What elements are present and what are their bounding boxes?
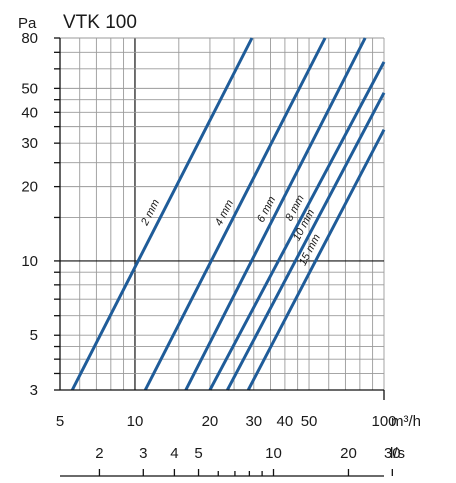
y-axis-unit: Pa xyxy=(18,15,37,32)
x2-tick-label: 5 xyxy=(194,445,202,462)
x2-axis-unit: l/s xyxy=(390,445,405,462)
x2-tick-label: 30 xyxy=(384,445,401,462)
curve-label-4mm: 4 mm xyxy=(213,198,236,228)
x-tick-label: 50 xyxy=(301,413,318,430)
x2-tick-label: 20 xyxy=(340,445,357,462)
x2-tick-label: 3 xyxy=(139,445,147,462)
curve-8mm xyxy=(208,61,386,391)
curve-15mm xyxy=(246,129,386,391)
x-tick-label: 5 xyxy=(56,413,64,430)
y-tick-label: 30 xyxy=(21,135,38,152)
y-tick-label: 50 xyxy=(21,80,38,97)
x-tick-label: 20 xyxy=(202,413,219,430)
curve-2mm xyxy=(70,37,254,391)
x2-tick-label: 10 xyxy=(265,445,282,462)
chart-title: VTK 100 xyxy=(63,12,137,33)
y-tick-label: 80 xyxy=(21,30,38,47)
curve-6mm xyxy=(184,37,367,391)
x2-tick-label: 2 xyxy=(95,445,103,462)
y-tick-label: 10 xyxy=(21,253,38,270)
y-tick-label: 40 xyxy=(21,104,38,121)
x-tick-label: 100 xyxy=(371,413,396,430)
curve-4mm xyxy=(143,37,327,391)
y-tick-label: 20 xyxy=(21,179,38,196)
secondary-x-axis: 2 3 4 5 10 20 30 xyxy=(60,445,401,477)
x-tick-label: 30 xyxy=(245,413,262,430)
y-tick-label: 5 xyxy=(30,327,38,344)
x-tick-labels: 5 10 20 30 40 50 100 xyxy=(56,413,397,430)
x-tick-label: 10 xyxy=(127,413,144,430)
curve-label-6mm: 6 mm xyxy=(255,194,278,224)
x-axis-unit: m³/h xyxy=(391,413,421,430)
y-tick-label: 3 xyxy=(30,382,38,399)
y-tick-labels: 3 5 10 20 30 40 50 80 xyxy=(21,30,60,399)
plot-frame xyxy=(59,38,385,400)
x2-tick-label: 4 xyxy=(170,445,178,462)
grid xyxy=(59,37,385,391)
x-tick-label: 40 xyxy=(277,413,294,430)
curve-10mm xyxy=(226,92,386,391)
